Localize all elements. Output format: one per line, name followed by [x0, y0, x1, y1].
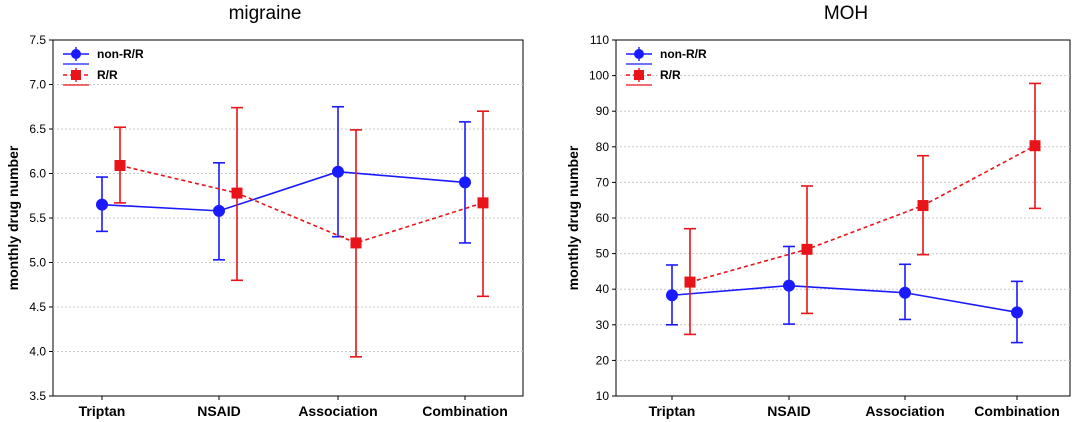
y-tick-label: 110: [590, 33, 609, 47]
y-axis-label: monthly drug number: [565, 145, 581, 290]
legend-marker: [634, 70, 644, 80]
y-tick-label: 6.5: [29, 122, 46, 136]
x-tick-label: Combination: [974, 403, 1060, 419]
y-tick-label: 4.5: [29, 300, 46, 314]
chart-title: migraine: [229, 3, 302, 24]
y-tick-label: 50: [596, 247, 610, 261]
series-line: [671, 284, 1018, 314]
y-tick-label: 30: [596, 318, 610, 332]
series-line: [101, 170, 466, 212]
data-point: [666, 289, 678, 302]
series-rr: [684, 82, 1041, 336]
panel-moh: MOH monthly drug number 10 20 30 40 50 60 70 80 90…: [565, 3, 1071, 419]
legend: non-R/R R/R: [626, 47, 707, 86]
y-tick-label: 10: [596, 389, 610, 403]
data-point: [477, 197, 489, 209]
y-tick-label: 80: [596, 140, 610, 154]
x-tick-label: Triptan: [649, 403, 696, 419]
data-point: [899, 286, 911, 299]
y-tick-label: 5.0: [29, 256, 46, 270]
data-point: [332, 165, 344, 178]
y-tick-label: 3.5: [29, 389, 46, 403]
data-point: [459, 176, 471, 189]
chart-title: MOH: [824, 3, 868, 24]
y-tick-label: 90: [596, 104, 610, 118]
y-tick-label: 70: [596, 175, 610, 189]
plot-frame: [615, 39, 1071, 397]
legend-marker: [634, 49, 644, 59]
legend-label: non-R/R: [97, 47, 144, 61]
y-tick-label: 5.5: [29, 211, 46, 225]
legend-marker: [71, 70, 81, 80]
legend-label: R/R: [660, 68, 681, 82]
y-tick-label: 4.0: [29, 345, 46, 359]
series-line: [119, 164, 484, 244]
data-point: [917, 200, 929, 212]
legend-label: non-R/R: [660, 47, 707, 61]
panel-migraine: migraine monthly drug number 3.5 4.0 4.5 5.0 5…: [5, 3, 524, 419]
x-tick-label: Combination: [422, 403, 508, 419]
legend: non-R/R R/R: [63, 47, 144, 86]
data-point: [801, 243, 813, 255]
legend-marker: [71, 49, 81, 59]
x-tick-label: Triptan: [79, 403, 126, 419]
x-tick-label: Association: [865, 403, 944, 419]
data-point: [1029, 140, 1041, 152]
x-tick-label: NSAID: [767, 403, 811, 419]
x-tick-label: Association: [298, 403, 377, 419]
series-rr: [114, 106, 489, 358]
y-tick-label: 20: [596, 353, 610, 367]
data-point: [114, 159, 126, 171]
legend-label: R/R: [97, 68, 118, 82]
data-point: [96, 198, 108, 211]
data-point: [231, 187, 243, 199]
data-point: [783, 279, 795, 292]
data-point: [213, 204, 225, 217]
x-tick-label: NSAID: [197, 403, 241, 419]
y-tick-label: 60: [596, 211, 610, 225]
y-tick-label: 7.0: [29, 78, 46, 92]
y-tick-label: 100: [589, 69, 609, 83]
series-line: [689, 145, 1036, 283]
plot-frame: [52, 39, 524, 397]
series-non-rr: [666, 245, 1023, 344]
data-point: [350, 237, 362, 249]
y-tick-label: 6.0: [29, 167, 46, 181]
data-point: [684, 276, 696, 288]
y-tick-label: 7.5: [29, 33, 46, 47]
y-tick-label: 40: [596, 282, 610, 296]
y-axis-label: monthly drug number: [5, 145, 21, 290]
data-point: [1011, 306, 1023, 319]
